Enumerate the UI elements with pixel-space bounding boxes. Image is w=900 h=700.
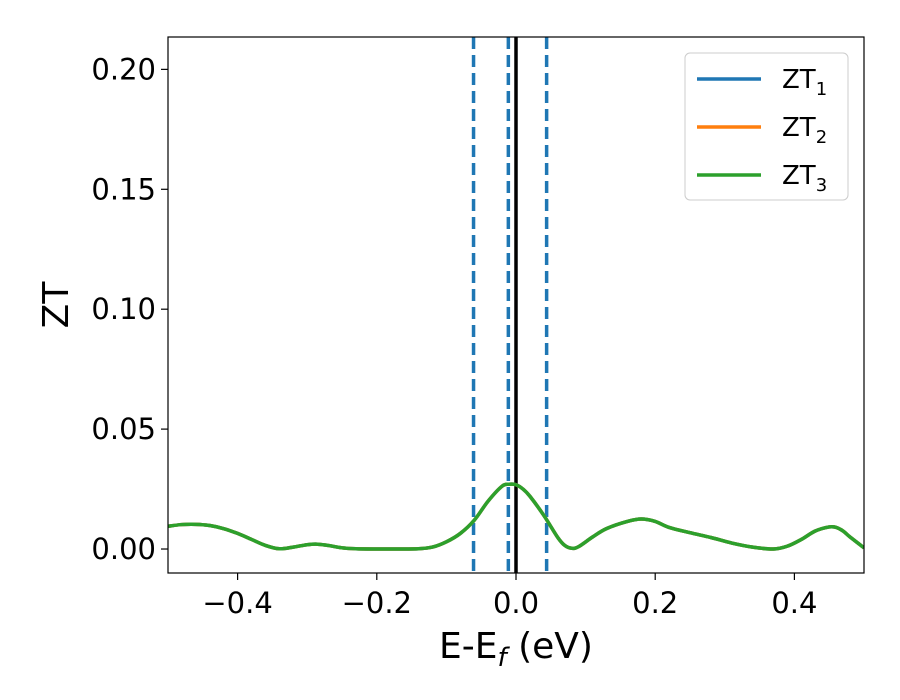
x-tick-label: −0.2 [342, 586, 412, 620]
y-tick-label: 0.10 [91, 292, 156, 326]
x-tick-label: 0.0 [493, 586, 539, 620]
legend-label-3: ZT3 [782, 161, 827, 196]
x-axis-label: E-Ef (eV) [439, 626, 593, 673]
y-axis-label: ZT [36, 281, 77, 329]
legend-box [684, 52, 849, 201]
y-tick-label: 0.15 [91, 172, 156, 206]
x-tick-label: 0.2 [632, 586, 678, 620]
y-tick-label: 0.00 [91, 532, 156, 566]
legend-label-2: ZT2 [782, 113, 827, 148]
series-line-zt3 [168, 482, 864, 551]
series-lines [168, 482, 864, 551]
x-tick-label: −0.4 [202, 586, 272, 620]
legend: ZT1 ZT2 ZT3 [684, 52, 849, 201]
y-tick-label: 0.20 [91, 52, 156, 86]
y-axis-ticks: 0.00 0.05 0.10 0.15 0.20 [91, 52, 168, 566]
legend-label-1: ZT1 [782, 65, 827, 100]
y-tick-label: 0.05 [91, 412, 156, 446]
x-tick-label: 0.4 [771, 586, 817, 620]
x-axis-ticks: −0.4 −0.2 0.0 0.2 0.4 [202, 573, 817, 620]
